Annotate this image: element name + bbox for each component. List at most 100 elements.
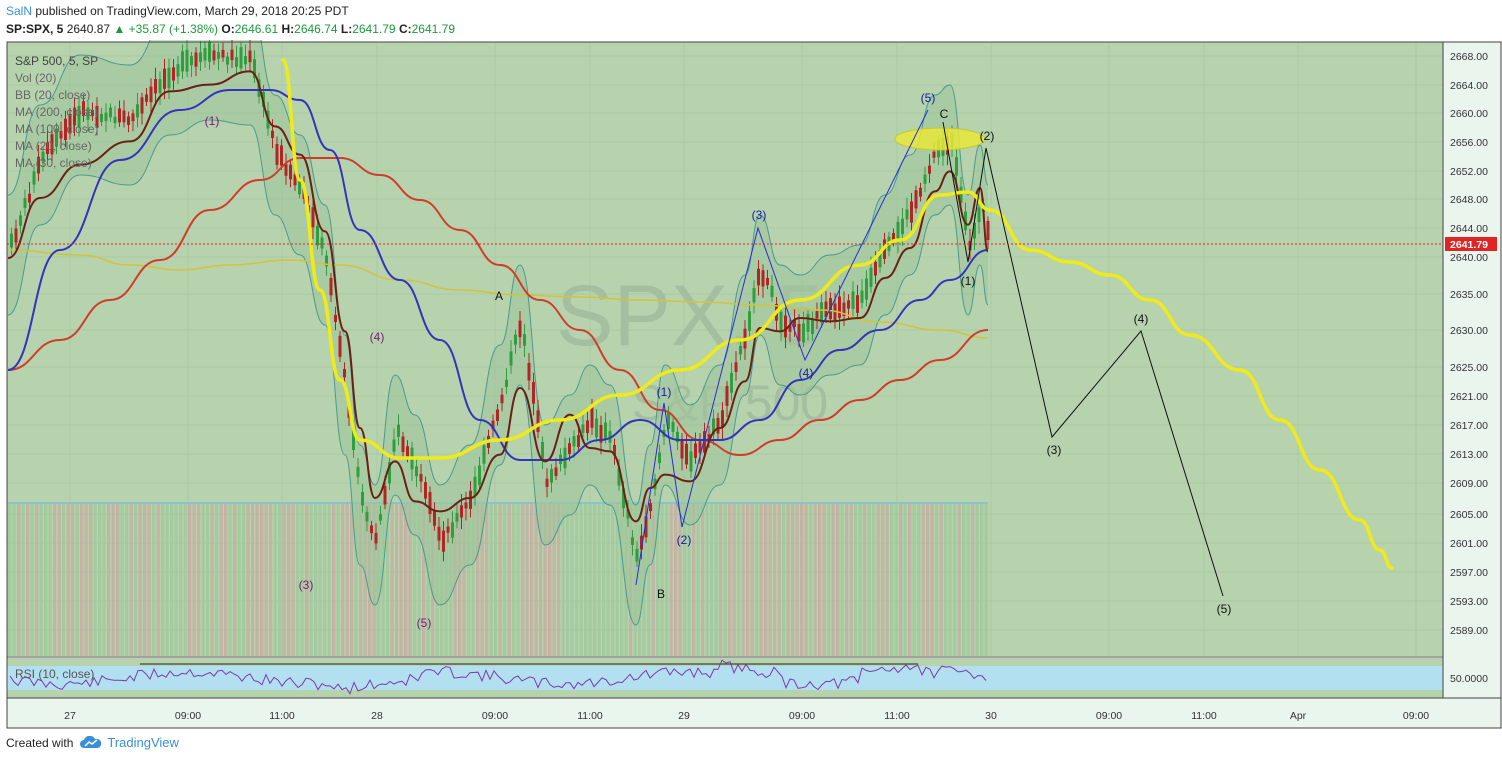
candle-body — [316, 225, 319, 246]
candle-body — [959, 186, 963, 203]
volume-bar — [17, 503, 21, 656]
candle-body — [64, 118, 67, 141]
volume-bar — [845, 503, 849, 656]
symbol-name[interactable]: SP:SPX, 5 — [6, 22, 64, 36]
volume-bar — [867, 503, 871, 656]
candle-body — [874, 261, 877, 276]
candle-body — [514, 334, 517, 345]
candle-body — [541, 442, 544, 459]
legend-volume[interactable]: Vol (20) — [15, 71, 56, 85]
volume-bar — [912, 503, 916, 656]
price-tick: 2589.00 — [1450, 625, 1488, 637]
candle-body — [199, 52, 202, 63]
candle-body — [37, 156, 40, 174]
legend-symbol[interactable]: S&P 500, 5, SP — [15, 54, 98, 68]
publish-info: SalN published on TradingView.com, March… — [6, 4, 349, 18]
candle-body — [757, 268, 760, 286]
candle-body — [217, 51, 220, 59]
candle-body — [779, 311, 783, 333]
candle-body — [59, 131, 63, 139]
candle-body — [32, 171, 36, 185]
candle-body — [617, 468, 621, 486]
candle-body — [928, 165, 931, 174]
candle-body — [766, 277, 769, 286]
candle-body — [280, 145, 283, 166]
volume-bar — [840, 503, 844, 656]
volume-bar — [530, 503, 534, 656]
volume-bar — [170, 503, 174, 656]
candle-body — [379, 514, 382, 521]
volume-bar — [714, 503, 718, 656]
legend-bb[interactable]: BB (20, close) — [15, 88, 90, 102]
time-tick: 09:00 — [789, 710, 815, 722]
candle-body — [604, 422, 607, 440]
candle-body — [163, 68, 166, 89]
volume-bar — [570, 503, 574, 656]
tradingview-link[interactable]: TradingView — [79, 735, 179, 750]
candle-body — [374, 532, 378, 544]
time-tick: 30 — [985, 710, 997, 722]
legend-ma100[interactable]: MA (100, close) — [15, 122, 98, 136]
volume-bar — [300, 503, 304, 656]
volume-bar — [782, 503, 786, 656]
rsi-legend[interactable]: RSI (10, close) — [15, 667, 94, 681]
bb-lower-line — [7, 119, 989, 626]
price-tick: 2617.00 — [1450, 420, 1488, 432]
volume-bar — [894, 503, 898, 656]
legend-ma200[interactable]: MA (200, close) — [15, 105, 98, 119]
candle-body — [338, 335, 342, 357]
time-axis[interactable] — [7, 698, 1501, 728]
blue-label-3: (3) — [752, 208, 767, 222]
volume-bar — [246, 503, 250, 656]
volume-bar — [548, 503, 552, 656]
candle-body — [554, 467, 558, 477]
volume-bar — [822, 503, 826, 656]
volume-bar — [804, 503, 808, 656]
candle-body — [721, 410, 724, 428]
legend-ma30[interactable]: MA (30, close) — [15, 156, 92, 170]
volume-bar — [30, 503, 34, 656]
volume-bar — [777, 503, 781, 656]
candle-body — [694, 443, 697, 458]
candle-body — [203, 48, 207, 61]
chart-canvas[interactable]: SPX, 5 S&P 500 S&P 500, 5, SP Vol (20) B… — [0, 40, 1502, 730]
candle-body — [698, 441, 702, 453]
author-link[interactable]: SalN — [6, 4, 33, 18]
volume-bar — [818, 503, 822, 656]
candle-body — [158, 79, 162, 94]
volume-bar — [350, 503, 354, 656]
candle-body — [365, 511, 369, 522]
volume-bar — [692, 503, 696, 656]
candle-body — [622, 488, 625, 509]
volume-bar — [849, 503, 853, 656]
candle-body — [806, 313, 810, 332]
candle-body — [167, 67, 171, 89]
volume-bar — [552, 503, 556, 656]
volume-bar — [566, 503, 570, 656]
candle-body — [82, 101, 85, 117]
candle-body — [725, 385, 729, 406]
volume-bar — [512, 503, 516, 656]
legend-ma20[interactable]: MA (20, close) — [15, 139, 92, 153]
candle-body — [91, 110, 94, 117]
volume-bar — [665, 503, 669, 656]
volume-bar — [660, 503, 664, 656]
black-label-4: (4) — [1134, 312, 1149, 326]
volume-bar — [930, 503, 934, 656]
volume-bar — [606, 503, 610, 656]
volume-bar — [791, 503, 795, 656]
volume-bar — [593, 503, 597, 656]
volume-bar — [363, 503, 367, 656]
volume-bar — [120, 503, 124, 656]
candle-body — [401, 436, 405, 453]
created-with-text: Created with — [6, 735, 74, 750]
price-axis[interactable] — [1443, 42, 1501, 698]
volume-bar — [476, 503, 480, 656]
black-label-5: (5) — [1217, 602, 1232, 616]
volume-bar — [966, 503, 970, 656]
volume-bar — [926, 503, 930, 656]
candle-body — [140, 97, 144, 114]
candle-body — [968, 240, 972, 251]
price-tick: 2664.00 — [1450, 80, 1488, 92]
purple-label-1: (1) — [205, 114, 220, 128]
